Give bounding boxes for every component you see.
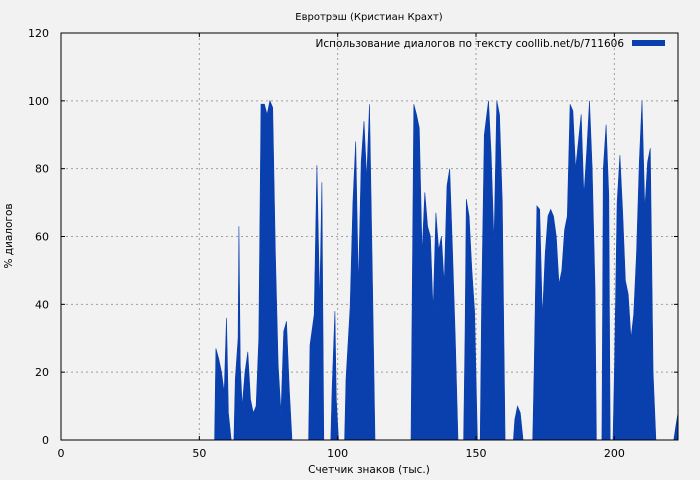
x-tick-label: 0 [58, 447, 65, 460]
legend-swatch [632, 40, 665, 46]
y-axis-label: % диалогов [3, 203, 15, 268]
legend-label: Использование диалогов по тексту coollib… [316, 38, 625, 50]
y-tick-label: 20 [35, 366, 49, 379]
y-tick-label: 120 [28, 27, 49, 40]
x-tick-label: 50 [192, 447, 206, 460]
x-axis-label: Счетчик знаков (тыс.) [308, 464, 430, 476]
y-tick-label: 40 [35, 298, 49, 311]
plot-area [61, 99, 679, 441]
y-tick-label: 100 [28, 95, 49, 108]
legend: Использование диалогов по тексту coollib… [316, 38, 665, 50]
x-tick-label: 150 [466, 447, 487, 460]
y-tick-label: 0 [42, 434, 49, 447]
axis-ticks: 0 20 40 60 80 100 120 0 50 100 150 200 [28, 27, 678, 460]
y-tick-label: 60 [35, 231, 49, 244]
chart-title: Евротрэш (Кристиан Крахт) [295, 12, 443, 23]
x-tick-label: 200 [604, 447, 625, 460]
y-tick-label: 80 [35, 163, 49, 176]
series-area [61, 99, 679, 441]
x-tick-label: 100 [327, 447, 348, 460]
